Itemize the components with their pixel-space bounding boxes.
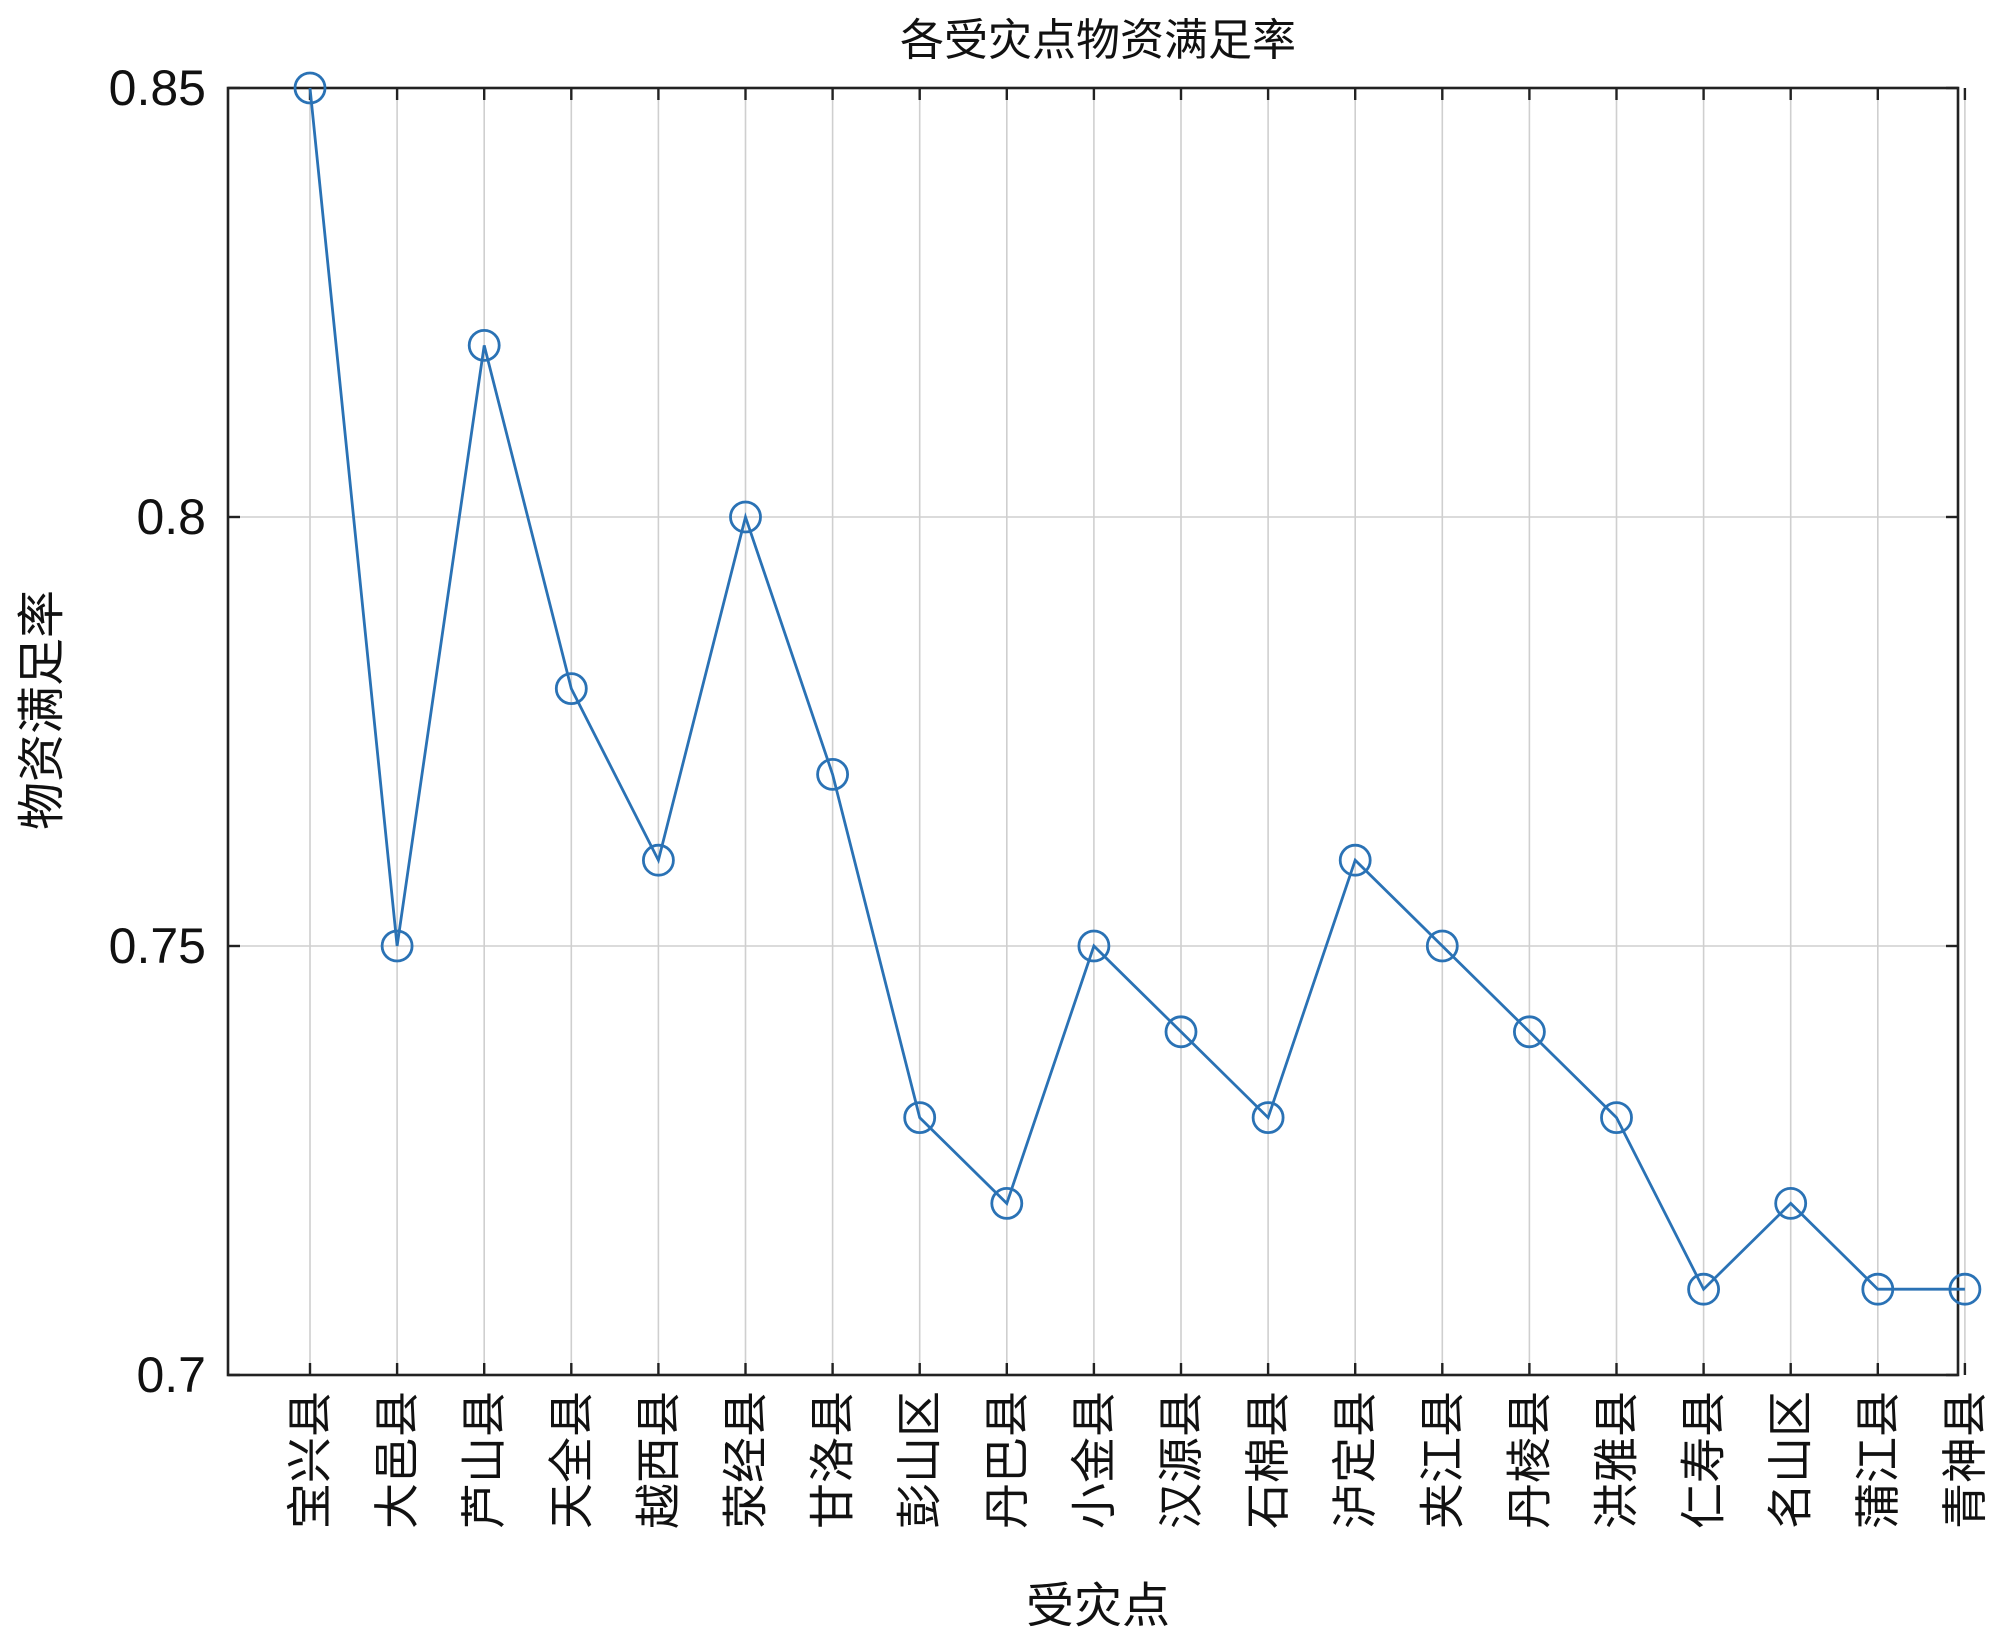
x-tick-label: 仁寿县	[1677, 1391, 1731, 1529]
x-tick-label: 越西县	[631, 1391, 685, 1529]
x-tick-label: 丹巴县	[980, 1391, 1034, 1529]
x-tick-label: 大邑县	[370, 1391, 424, 1529]
data-point	[293, 71, 327, 105]
plot-area-frame	[226, 86, 1960, 1377]
x-tick-label: 荥经县	[719, 1391, 773, 1529]
x-tick-label: 石棉县	[1241, 1391, 1295, 1529]
y-tick-labels: 0.7 0.75 0.8 0.85	[109, 60, 206, 1403]
data-point	[1077, 929, 1111, 963]
x-tick-label: 小金县	[1067, 1391, 1121, 1529]
data-point	[1425, 929, 1459, 963]
y-tick-label: 0.7	[136, 1347, 206, 1403]
data-point	[554, 672, 588, 705]
data-point	[1861, 1272, 1895, 1306]
data-point	[467, 328, 501, 362]
x-tick-label: 泸定县	[1328, 1391, 1382, 1529]
x-tick-label: 宝兴县	[283, 1391, 337, 1529]
data-point	[380, 929, 414, 963]
x-tick-label: 蒲江县	[1851, 1391, 1905, 1529]
data-point	[903, 1101, 937, 1134]
data-point	[1338, 843, 1372, 877]
x-tick-label: 夹江县	[1415, 1391, 1469, 1529]
data-point	[1600, 1101, 1633, 1134]
x-tick-label: 名山区	[1764, 1391, 1818, 1529]
data-point	[1774, 1187, 1808, 1220]
data-point	[1948, 1272, 1982, 1306]
data-point	[1251, 1101, 1285, 1134]
series-group	[293, 71, 1982, 1306]
data-point	[816, 758, 849, 791]
x-axis-label: 受灾点	[1026, 1578, 1170, 1634]
data-point	[729, 500, 762, 534]
x-tick-label: 洪雅县	[1590, 1391, 1644, 1529]
x-tick-label: 丹棱县	[1502, 1391, 1556, 1529]
y-tick-label: 0.75	[109, 918, 206, 974]
data-point	[642, 843, 675, 877]
y-tick-label: 0.85	[109, 60, 206, 116]
x-tick-labels: 宝兴县 大邑县 芦山县 天全县 越西县 荥经县 甘洛县 彭山区 丹巴县 小金县 汉源县 石棉县 泸定县夹…	[283, 1391, 1992, 1529]
chart-title: 各受灾点物资满足率	[900, 15, 1296, 66]
data-point	[990, 1187, 1024, 1220]
series-line	[308, 87, 1965, 1292]
x-tick-label: 汉源县	[1154, 1391, 1208, 1529]
y-axis-label: 物资满足率	[14, 590, 70, 830]
x-tick-label: 天全县	[544, 1391, 598, 1529]
grid-lines	[228, 87, 1966, 1376]
tick-marks	[228, 86, 1967, 1377]
data-point	[1513, 1015, 1546, 1049]
x-tick-label: 青神县	[1938, 1391, 1992, 1529]
x-tick-label: 甘洛县	[806, 1391, 860, 1529]
data-point	[1164, 1015, 1198, 1049]
x-tick-label: 彭山区	[893, 1391, 947, 1529]
x-tick-label: 芦山县	[457, 1391, 511, 1529]
data-point	[1687, 1272, 1720, 1306]
y-tick-label: 0.8	[136, 489, 206, 545]
